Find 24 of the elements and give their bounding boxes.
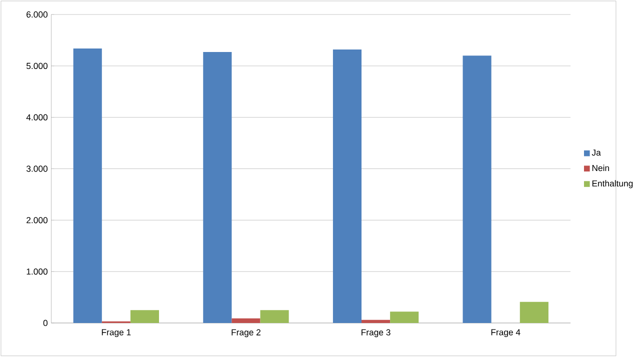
legend-label: Ja xyxy=(592,150,601,156)
y-tick-label: 0 xyxy=(43,320,48,326)
bar xyxy=(130,310,160,324)
legend-label: Enthaltung xyxy=(592,180,633,188)
x-tick-label: Frage 4 xyxy=(491,329,520,338)
bar xyxy=(203,52,232,324)
y-tick-label: 5.000 xyxy=(26,62,48,70)
bar xyxy=(362,320,390,324)
y-tick-label: 4.000 xyxy=(26,114,48,120)
y-tick-label: 3.000 xyxy=(26,166,48,172)
bar xyxy=(520,302,548,324)
bar xyxy=(232,318,260,324)
bar xyxy=(462,56,492,324)
legend-label: Nein xyxy=(592,164,609,172)
bar xyxy=(390,312,419,324)
x-tick-label: Frage 1 xyxy=(102,329,131,338)
bar xyxy=(73,48,102,324)
y-tick-label: 1.000 xyxy=(26,268,48,275)
y-tick-label: 6.000 xyxy=(26,12,48,18)
y-tick-label: 2.000 xyxy=(26,217,48,224)
x-tick-label: Frage 2 xyxy=(232,329,260,338)
bar xyxy=(260,310,289,324)
x-tick-label: Frage 3 xyxy=(362,329,390,338)
bar xyxy=(332,50,362,324)
